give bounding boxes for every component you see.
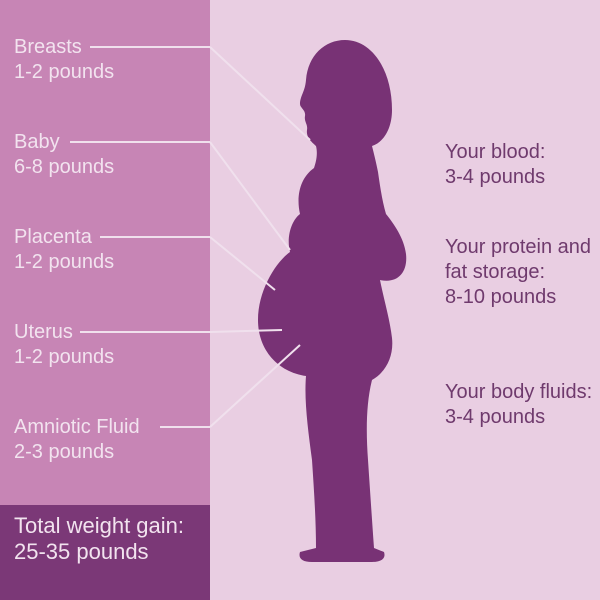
right-item: Your body fluids:3-4 pounds — [445, 380, 595, 430]
left-item-label: Baby — [14, 130, 114, 155]
left-item-label: Amniotic Fluid — [14, 415, 140, 440]
infographic-canvas: Breasts1-2 poundsBaby6-8 poundsPlacenta1… — [0, 0, 600, 600]
right-item: Your blood:3-4 pounds — [445, 140, 595, 190]
right-item-label: Your body fluids: — [445, 380, 595, 405]
right-item: Your protein and fat storage:8-10 pounds — [445, 235, 595, 310]
right-item-value: 8-10 pounds — [445, 285, 595, 310]
left-item-value: 1-2 pounds — [14, 60, 114, 85]
left-item: Amniotic Fluid2-3 pounds — [14, 415, 140, 465]
left-item: Baby6-8 pounds — [14, 130, 114, 180]
left-item: Placenta1-2 pounds — [14, 225, 114, 275]
total-value: 25-35 pounds — [14, 539, 196, 565]
right-item-value: 3-4 pounds — [445, 405, 595, 430]
left-item: Breasts1-2 pounds — [14, 35, 114, 85]
left-item-label: Breasts — [14, 35, 114, 60]
left-item: Uterus1-2 pounds — [14, 320, 114, 370]
total-label: Total weight gain: — [14, 513, 196, 539]
right-item-value: 3-4 pounds — [445, 165, 595, 190]
left-item-label: Uterus — [14, 320, 114, 345]
right-item-label: Your protein and fat storage: — [445, 235, 595, 285]
left-item-value: 1-2 pounds — [14, 250, 114, 275]
left-item-value: 1-2 pounds — [14, 345, 114, 370]
left-item-value: 2-3 pounds — [14, 440, 140, 465]
left-item-value: 6-8 pounds — [14, 155, 114, 180]
right-item-label: Your blood: — [445, 140, 595, 165]
left-item-label: Placenta — [14, 225, 114, 250]
total-box: Total weight gain: 25-35 pounds — [0, 505, 210, 600]
